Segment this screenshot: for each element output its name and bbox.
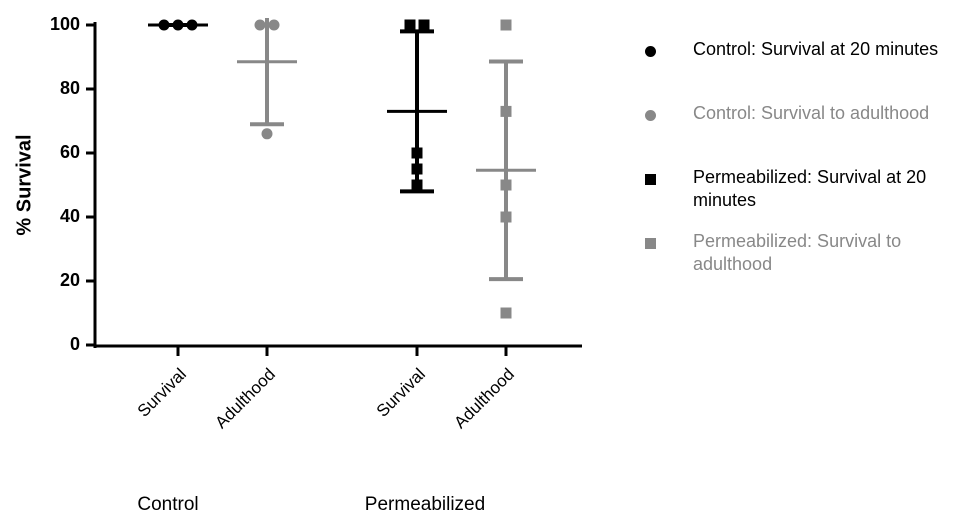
y-tick-label: 60	[60, 142, 80, 162]
y-tick-label: 0	[70, 334, 80, 354]
group-label: Control	[137, 494, 198, 515]
point	[404, 19, 416, 31]
x-tick-label: Survival	[134, 365, 190, 421]
point	[411, 179, 423, 191]
point	[500, 179, 512, 191]
y-tick-label: 20	[60, 270, 80, 290]
y-tick-label: 40	[60, 206, 80, 226]
legend-item: Permeabilized: Survival at 20 minutes	[640, 166, 970, 230]
point	[411, 147, 423, 159]
point	[500, 307, 512, 319]
y-tick-label: 80	[60, 78, 80, 98]
point	[411, 163, 423, 175]
point	[500, 19, 512, 31]
legend-item: Control: Survival at 20 minutes	[640, 38, 970, 102]
point	[172, 19, 184, 31]
legend-item: Control: Survival to adulthood	[640, 102, 970, 166]
y-tick-label: 100	[50, 14, 80, 34]
legend-marker	[645, 46, 656, 57]
legend-item: Permeabilized: Survival to adulthood	[640, 230, 970, 294]
legend-label: Control: Survival to adulthood	[693, 103, 930, 123]
x-tick-label: Survival	[373, 365, 429, 421]
point	[500, 211, 512, 223]
legend: Control: Survival at 20 minutes Control: …	[640, 38, 970, 294]
legend-marker	[645, 174, 656, 185]
y-axis-title: % Survival	[13, 134, 35, 235]
point	[500, 105, 512, 117]
group-label: Permeabilized	[365, 494, 485, 515]
point	[254, 19, 266, 31]
x-tick-label: Adulthood	[450, 365, 518, 433]
legend-label: Permeabilized: Survival at 20 minutes	[693, 167, 927, 210]
point	[268, 19, 280, 31]
point	[418, 19, 430, 31]
point	[186, 19, 198, 31]
legend-marker	[645, 238, 656, 249]
legend-label: Permeabilized: Survival to adulthood	[693, 231, 902, 274]
point	[261, 128, 273, 140]
x-tick-label: Adulthood	[211, 365, 279, 433]
legend-label: Control: Survival at 20 minutes	[693, 39, 939, 59]
legend-marker	[645, 110, 656, 121]
point	[158, 19, 170, 31]
plot-area	[148, 18, 536, 282]
